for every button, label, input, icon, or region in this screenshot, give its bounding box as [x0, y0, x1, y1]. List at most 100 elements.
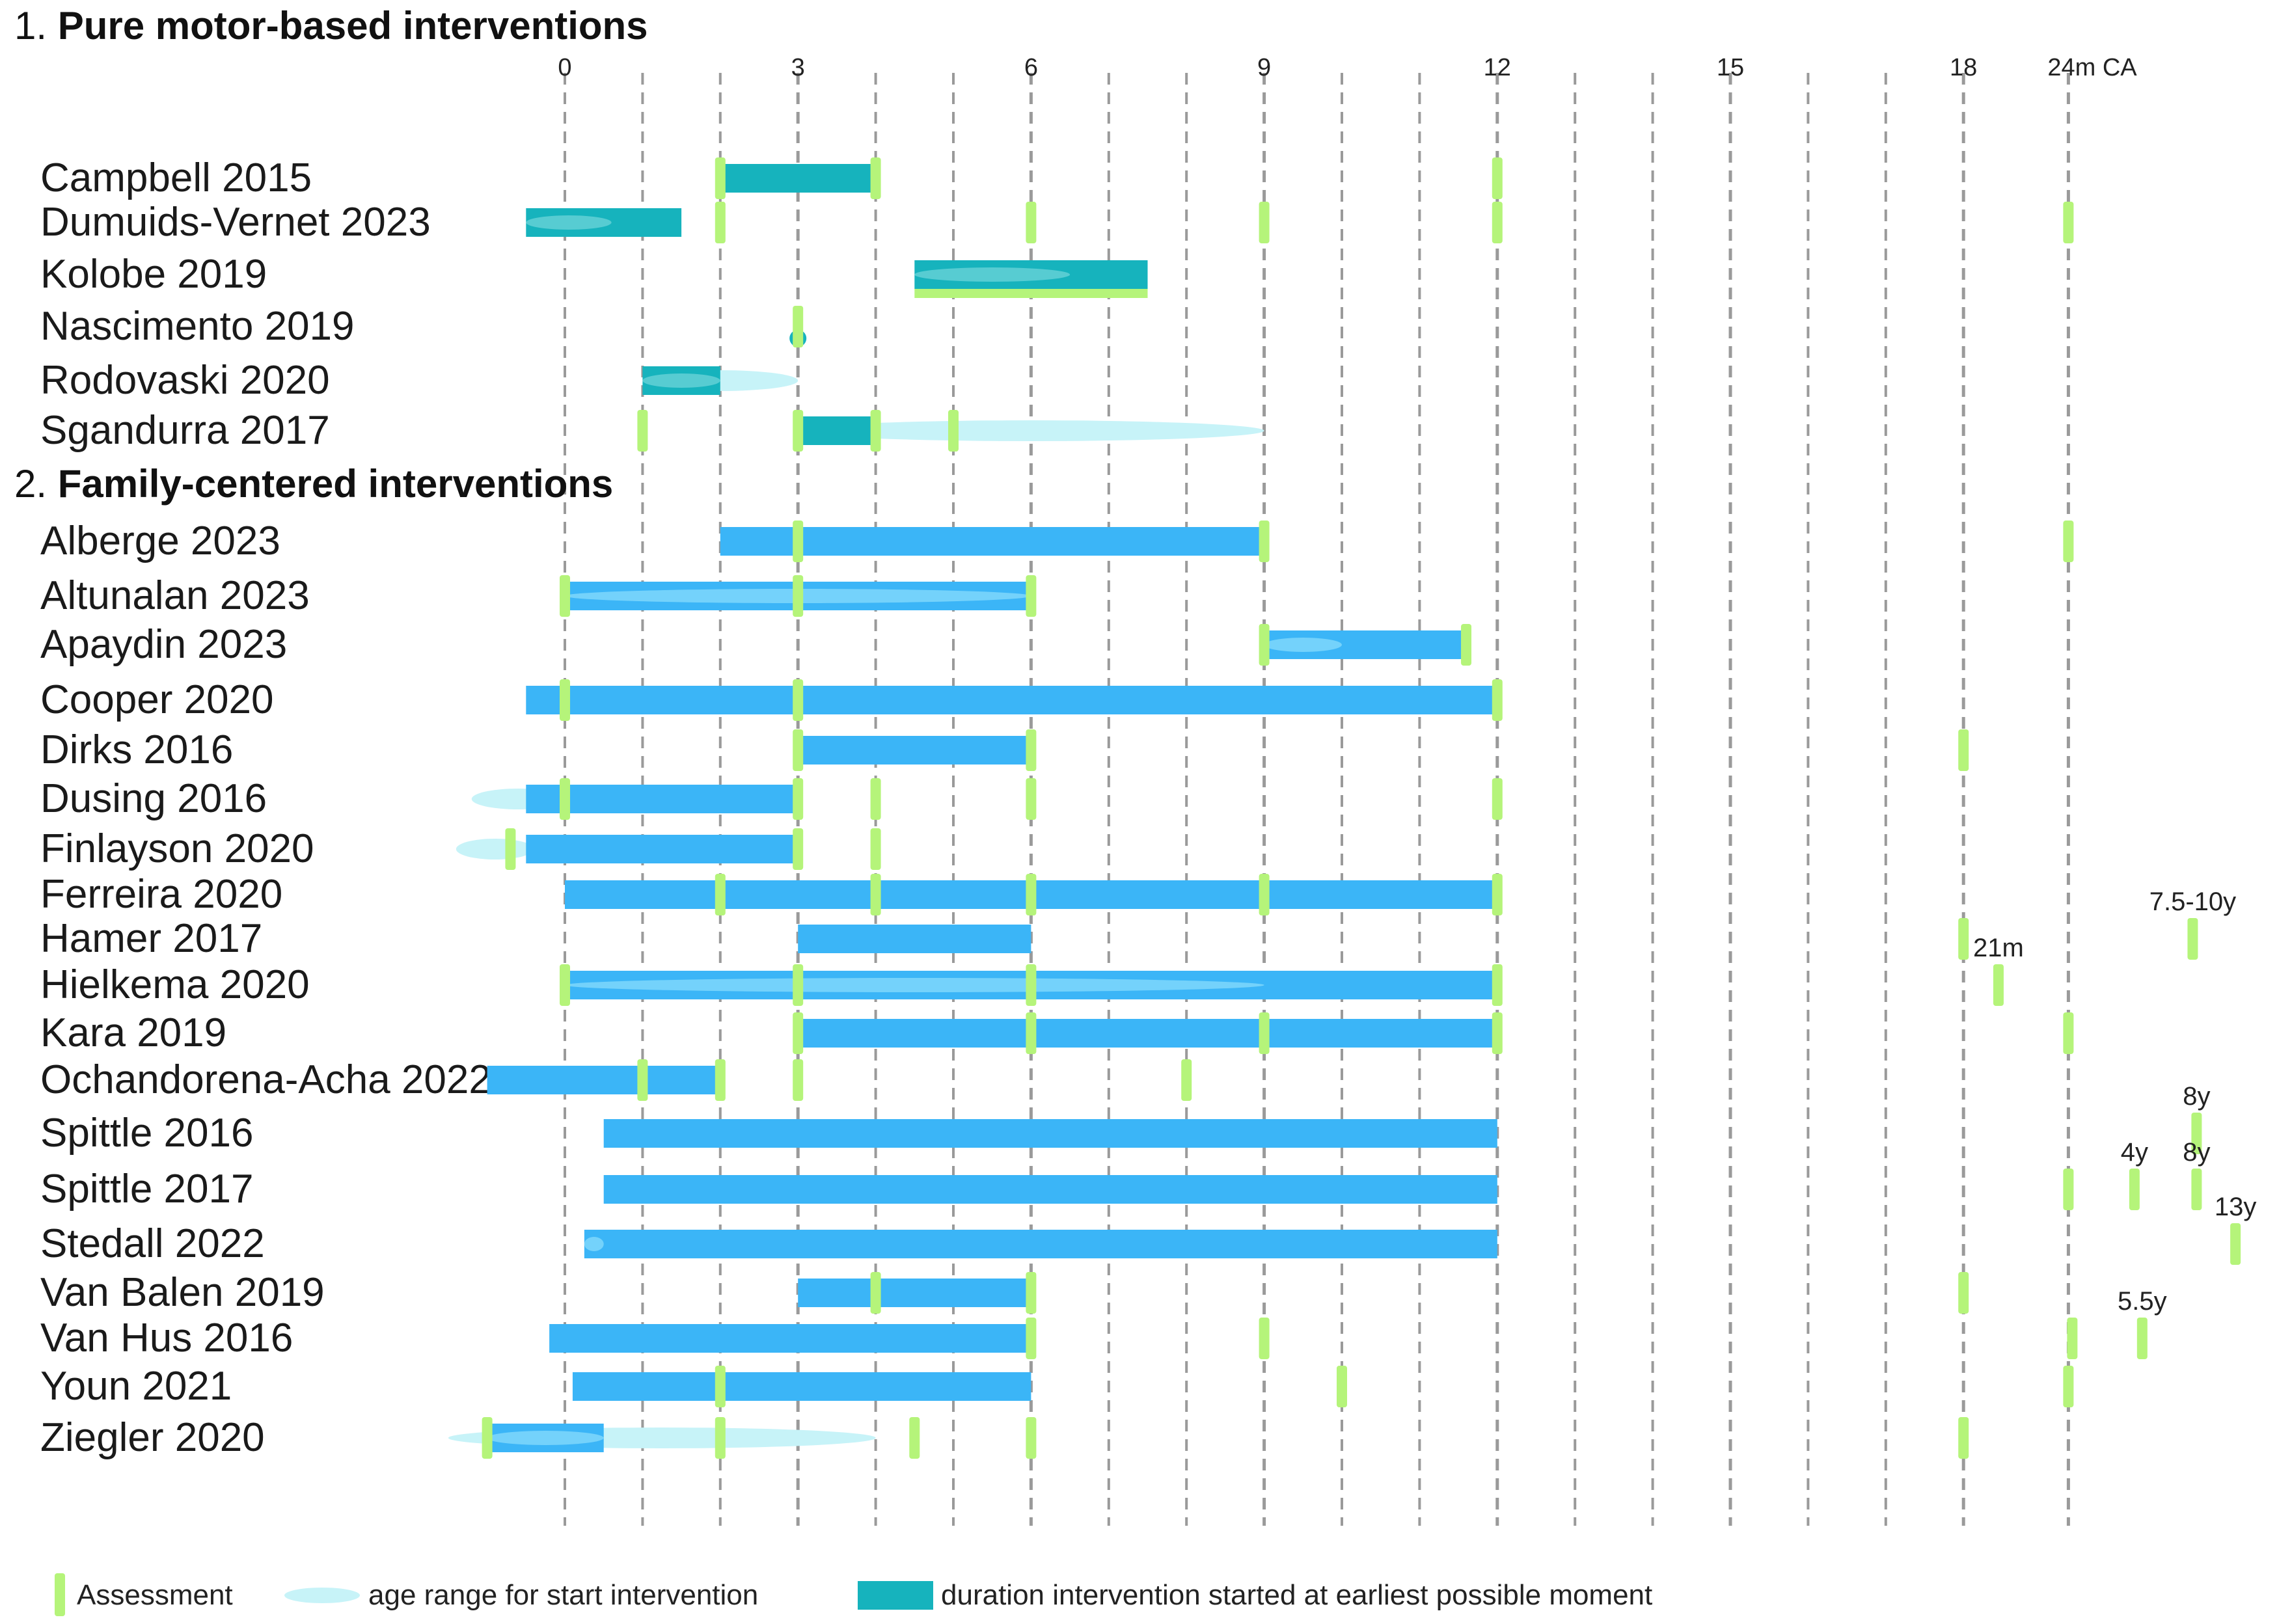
study-label: Spittle 2016	[40, 1111, 253, 1156]
intervention-bar	[526, 785, 798, 813]
assessment-marker	[1492, 679, 1503, 721]
assessment-marker	[1026, 575, 1037, 617]
assessment-marker	[1492, 202, 1503, 243]
study-label: Alberge 2023	[40, 519, 280, 563]
assessment-marker	[715, 1366, 726, 1407]
assessment-marker	[1026, 1318, 1037, 1359]
study-label: Dirks 2016	[40, 727, 233, 772]
assessment-marker	[2063, 1169, 2074, 1210]
intervention-bar	[720, 164, 876, 193]
follow-up-label: 7.5-10y	[2149, 887, 2236, 916]
study-label: Sgandurra 2017	[40, 408, 330, 453]
section-title-2: 2. Family-centered interventions	[14, 462, 613, 506]
row-youn-2021: Youn 2021	[40, 1364, 2074, 1409]
assessment-marker	[715, 1059, 726, 1101]
study-label: Cooper 2020	[40, 677, 274, 722]
assessment-marker	[1026, 1417, 1037, 1459]
age-range-on-bar	[642, 373, 720, 388]
study-label: Altunalan 2023	[40, 573, 310, 618]
assessment-marker	[505, 828, 516, 870]
row-nascimento-2019: Nascimento 2019	[40, 304, 807, 349]
section-titles: 1. Pure motor-based interventions 2. Fami…	[14, 4, 648, 506]
study-label: Kolobe 2019	[40, 252, 267, 297]
assessment-marker	[560, 679, 570, 721]
row-dirks-2016: Dirks 2016	[40, 727, 1969, 772]
assessment-marker	[560, 778, 570, 820]
assessment-marker	[1958, 1417, 1969, 1459]
assessment-marker	[793, 306, 804, 347]
assessment-marker	[2129, 1169, 2140, 1210]
study-label: Van Balen 2019	[40, 1270, 325, 1315]
section-title-text: Pure motor-based interventions	[58, 4, 648, 47]
row-spittle-2017: Spittle 2017 4y 8y	[40, 1138, 2211, 1211]
study-label: Ziegler 2020	[40, 1415, 265, 1460]
row-kara-2019: Kara 2019	[40, 1010, 2074, 1055]
legend-assessment-swatch	[55, 1573, 65, 1616]
assessment-marker	[637, 410, 648, 452]
intervention-bar	[720, 527, 1264, 556]
assessment-marker	[870, 1272, 881, 1314]
follow-up-label: 5.5y	[2118, 1287, 2167, 1316]
intervention-bar	[526, 835, 798, 863]
assessment-marker	[793, 964, 804, 1006]
assessment-marker	[793, 828, 804, 870]
study-label: Nascimento 2019	[40, 304, 355, 349]
study-label: Finlayson 2020	[40, 826, 314, 871]
assessment-marker	[1958, 729, 1969, 771]
intervention-bar	[584, 1230, 1497, 1258]
row-dumuids-vernet-2023: Dumuids-Vernet 2023	[40, 200, 2074, 245]
assessment-marker	[793, 521, 804, 562]
row-sgandurra-2017: Sgandurra 2017	[40, 408, 1264, 453]
tick-label-6: 6	[1024, 54, 1038, 81]
row-cooper-2020: Cooper 2020	[40, 677, 1503, 722]
legend-duration-swatch	[858, 1581, 933, 1610]
row-van-hus-2016: Van Hus 2016 5.5y	[40, 1287, 2167, 1360]
row-campbell-2015: Campbell 2015	[40, 156, 1503, 200]
assessment-marker	[1259, 1012, 1270, 1054]
assessment-continuous	[914, 289, 1148, 298]
axis-tick-labels: 0 3 6 9 12 15 18 24m CA	[558, 54, 2137, 81]
assessment-marker	[1492, 157, 1503, 199]
assessment-marker	[1958, 918, 1969, 960]
assessment-marker	[1492, 874, 1503, 915]
section-title-1: 1. Pure motor-based interventions	[14, 4, 648, 47]
study-label: Kara 2019	[40, 1010, 226, 1055]
tick-label-12: 12	[1484, 54, 1511, 81]
assessment-marker	[2230, 1223, 2241, 1265]
study-label: Campbell 2015	[40, 156, 312, 200]
study-label: Hielkema 2020	[40, 962, 310, 1007]
assessment-marker	[2063, 202, 2074, 243]
age-range	[798, 420, 1264, 441]
age-range	[456, 839, 534, 859]
assessment-marker	[1492, 964, 1503, 1006]
assessment-marker	[1492, 1012, 1503, 1054]
row-altunalan-2023: Altunalan 2023	[40, 573, 1037, 618]
row-kolobe-2019: Kolobe 2019	[40, 252, 1148, 298]
study-label: Youn 2021	[40, 1364, 232, 1409]
study-label: Ochandorena-Acha 2022	[40, 1057, 491, 1102]
assessment-marker	[793, 679, 804, 721]
assessment-marker	[2187, 918, 2198, 960]
row-van-balen-2019: Van Balen 2019	[40, 1270, 1969, 1315]
intervention-bar	[603, 1175, 1497, 1204]
assessment-marker	[1993, 964, 2004, 1006]
assessment-marker	[1259, 521, 1270, 562]
tick-label-18: 18	[1950, 54, 1977, 81]
assessment-marker	[560, 575, 570, 617]
study-label: Van Hus 2016	[40, 1316, 293, 1360]
row-spittle-2016: Spittle 2016 8y	[40, 1082, 2211, 1156]
intervention-bar	[603, 1119, 1497, 1148]
assessment-marker	[2063, 521, 2074, 562]
row-ferreira-2020: Ferreira 2020	[40, 872, 1503, 917]
assessment-marker	[1026, 874, 1037, 915]
section-number: 2.	[14, 462, 58, 506]
tick-label-0: 0	[558, 54, 571, 81]
follow-up-label: 21m	[1973, 934, 2024, 962]
assessment-marker	[2067, 1318, 2078, 1359]
assessment-marker	[1026, 778, 1037, 820]
assessment-marker	[2063, 1366, 2074, 1407]
tick-label-15: 15	[1717, 54, 1744, 81]
study-label: Rodovaski 2020	[40, 358, 330, 403]
